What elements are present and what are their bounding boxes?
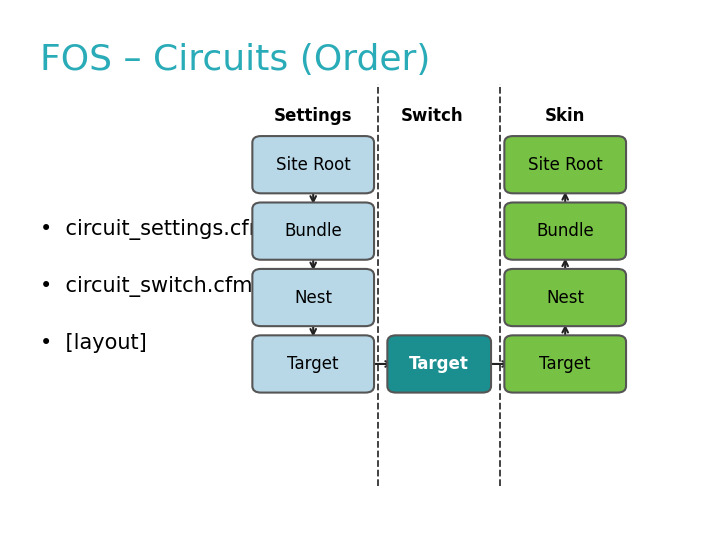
Text: Target: Target <box>287 355 339 373</box>
Text: •  circuit_switch.cfm: • circuit_switch.cfm <box>40 276 252 296</box>
FancyBboxPatch shape <box>504 202 626 260</box>
Text: Bundle: Bundle <box>284 222 342 240</box>
Text: FOS – Circuits (Order): FOS – Circuits (Order) <box>40 43 430 77</box>
Text: Site Root: Site Root <box>276 156 351 174</box>
Text: •  [layout]: • [layout] <box>40 333 146 353</box>
FancyBboxPatch shape <box>252 269 374 326</box>
Text: Nest: Nest <box>294 288 332 307</box>
Text: Settings: Settings <box>274 107 353 125</box>
FancyBboxPatch shape <box>504 136 626 193</box>
Text: Target: Target <box>539 355 591 373</box>
Text: Site Root: Site Root <box>528 156 603 174</box>
FancyBboxPatch shape <box>387 335 491 393</box>
Text: Bundle: Bundle <box>536 222 594 240</box>
FancyBboxPatch shape <box>252 335 374 393</box>
FancyBboxPatch shape <box>252 202 374 260</box>
FancyBboxPatch shape <box>252 136 374 193</box>
Text: •  circuit_settings.cfm: • circuit_settings.cfm <box>40 219 269 240</box>
Text: Skin: Skin <box>545 107 585 125</box>
FancyBboxPatch shape <box>504 335 626 393</box>
Text: Nest: Nest <box>546 288 584 307</box>
FancyBboxPatch shape <box>504 269 626 326</box>
Text: Target: Target <box>409 355 469 373</box>
Text: Switch: Switch <box>401 107 463 125</box>
